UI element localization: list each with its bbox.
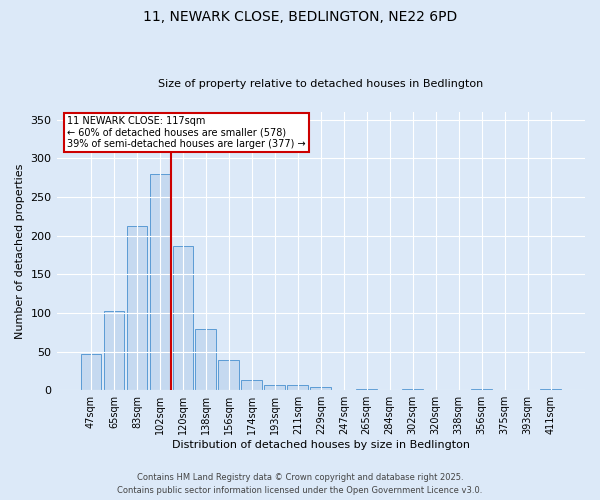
Y-axis label: Number of detached properties: Number of detached properties bbox=[15, 164, 25, 339]
Text: 11 NEWARK CLOSE: 117sqm
← 60% of detached houses are smaller (578)
39% of semi-d: 11 NEWARK CLOSE: 117sqm ← 60% of detache… bbox=[67, 116, 306, 150]
Bar bbox=[265, 385, 285, 390]
Bar bbox=[241, 380, 262, 390]
Bar bbox=[403, 388, 423, 390]
Bar bbox=[104, 312, 124, 390]
Text: 11, NEWARK CLOSE, BEDLINGTON, NE22 6PD: 11, NEWARK CLOSE, BEDLINGTON, NE22 6PD bbox=[143, 10, 457, 24]
Text: Contains HM Land Registry data © Crown copyright and database right 2025.
Contai: Contains HM Land Registry data © Crown c… bbox=[118, 474, 482, 495]
Bar bbox=[173, 246, 193, 390]
Bar bbox=[310, 387, 331, 390]
Bar bbox=[287, 385, 308, 390]
Bar bbox=[540, 388, 561, 390]
Bar bbox=[80, 354, 101, 390]
Bar bbox=[196, 329, 216, 390]
Bar bbox=[127, 226, 147, 390]
Bar bbox=[218, 360, 239, 390]
Bar bbox=[472, 388, 492, 390]
Bar bbox=[149, 174, 170, 390]
Title: Size of property relative to detached houses in Bedlington: Size of property relative to detached ho… bbox=[158, 79, 484, 89]
X-axis label: Distribution of detached houses by size in Bedlington: Distribution of detached houses by size … bbox=[172, 440, 470, 450]
